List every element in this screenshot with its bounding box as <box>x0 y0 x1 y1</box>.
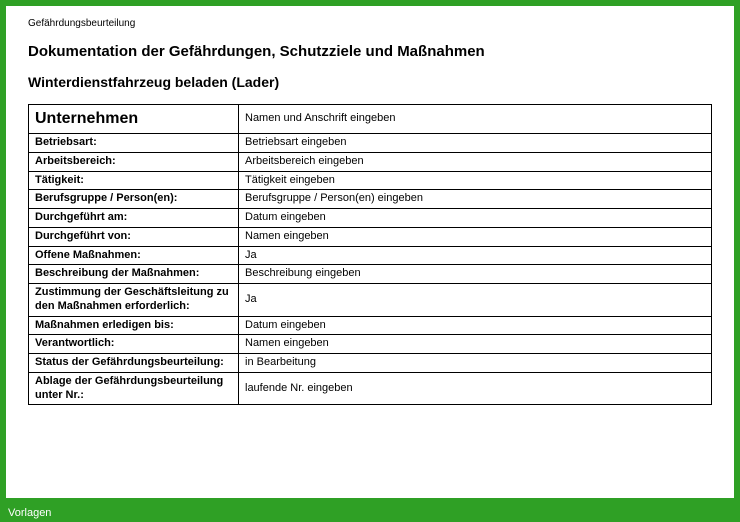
row-value: Tätigkeit eingeben <box>239 171 712 190</box>
table-row: Status der Gefährdungsbeurteilung:in Bea… <box>29 354 712 373</box>
table-row: Durchgeführt von:Namen eingeben <box>29 227 712 246</box>
table-row: Verantwortlich:Namen eingeben <box>29 335 712 354</box>
row-label: Verantwortlich: <box>29 335 239 354</box>
row-value: Datum eingeben <box>239 209 712 228</box>
row-value: Arbeitsbereich eingeben <box>239 152 712 171</box>
page-title: Dokumentation der Gefährdungen, Schutzzi… <box>28 43 712 60</box>
row-label: Maßnahmen erledigen bis: <box>29 316 239 335</box>
row-label: Zustimmung der Geschäftsleitung zu den M… <box>29 284 239 317</box>
table-row: Berufsgruppe / Person(en):Berufsgruppe /… <box>29 190 712 209</box>
table-row: Durchgeführt am:Datum eingeben <box>29 209 712 228</box>
row-label: Offene Maßnahmen: <box>29 246 239 265</box>
row-label: Durchgeführt am: <box>29 209 239 228</box>
row-label: Tätigkeit: <box>29 171 239 190</box>
table-row: Ablage der Gefährdungsbeurteilung unter … <box>29 372 712 405</box>
row-label: Ablage der Gefährdungsbeurteilung unter … <box>29 372 239 405</box>
table-row: Betriebsart:Betriebsart eingeben <box>29 134 712 153</box>
row-label: Beschreibung der Maßnahmen: <box>29 265 239 284</box>
row-label: Arbeitsbereich: <box>29 152 239 171</box>
footer-label: Vorlagen <box>8 507 51 519</box>
table-row: Offene Maßnahmen:Ja <box>29 246 712 265</box>
header-cell-label: Unternehmen <box>29 105 239 134</box>
row-value: Ja <box>239 246 712 265</box>
row-value: Namen eingeben <box>239 335 712 354</box>
table-row: Zustimmung der Geschäftsleitung zu den M… <box>29 284 712 317</box>
row-value: Datum eingeben <box>239 316 712 335</box>
form-table: Unternehmen Namen und Anschrift eingeben… <box>28 104 712 405</box>
row-value: Betriebsart eingeben <box>239 134 712 153</box>
row-label: Betriebsart: <box>29 134 239 153</box>
row-label: Status der Gefährdungsbeurteilung: <box>29 354 239 373</box>
row-value: Namen eingeben <box>239 227 712 246</box>
table-row: Tätigkeit:Tätigkeit eingeben <box>29 171 712 190</box>
row-value: Beschreibung eingeben <box>239 265 712 284</box>
document-frame: Gefährdungsbeurteilung Dokumentation der… <box>0 0 740 522</box>
row-value: Berufsgruppe / Person(en) eingeben <box>239 190 712 209</box>
row-label: Berufsgruppe / Person(en): <box>29 190 239 209</box>
row-value: Ja <box>239 284 712 317</box>
table-row: Beschreibung der Maßnahmen:Beschreibung … <box>29 265 712 284</box>
page-subtitle: Winterdienstfahrzeug beladen (Lader) <box>28 74 712 90</box>
row-value: laufende Nr. eingeben <box>239 372 712 405</box>
table-row: Arbeitsbereich:Arbeitsbereich eingeben <box>29 152 712 171</box>
doc-type-label: Gefährdungsbeurteilung <box>28 18 712 29</box>
header-cell-value: Namen und Anschrift eingeben <box>239 105 712 134</box>
table-header-row: Unternehmen Namen und Anschrift eingeben <box>29 105 712 134</box>
form-table-body: Unternehmen Namen und Anschrift eingeben… <box>29 105 712 405</box>
row-label: Durchgeführt von: <box>29 227 239 246</box>
table-row: Maßnahmen erledigen bis:Datum eingeben <box>29 316 712 335</box>
row-value: in Bearbeitung <box>239 354 712 373</box>
